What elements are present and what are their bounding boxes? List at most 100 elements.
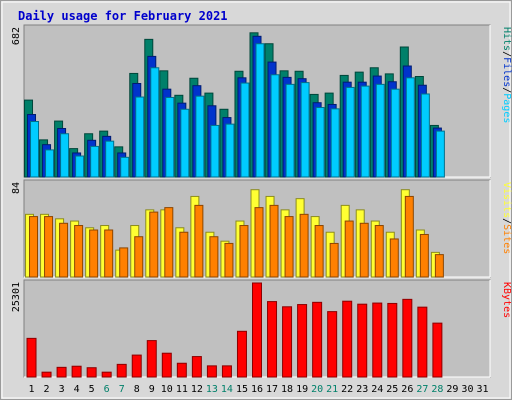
x-tick-day-3: 3 xyxy=(59,384,65,395)
x-tick-day-11: 11 xyxy=(176,384,188,395)
legend-visits: Visits xyxy=(501,182,512,218)
bar-kbytes-day-8 xyxy=(131,354,142,378)
panel-hits-files-pages: 682 Hits/Files/Pages xyxy=(11,24,512,178)
x-tick-day-15: 15 xyxy=(236,384,248,395)
x-tick-day-1: 1 xyxy=(29,384,35,395)
x-tick-day-19: 19 xyxy=(296,384,308,395)
bar-pages-day-1 xyxy=(30,121,40,178)
bar-pages-day-5 xyxy=(90,145,100,178)
bar-kbytes-day-9 xyxy=(146,340,157,378)
bar-sites-day-21 xyxy=(329,242,339,278)
x-tick-day-23: 23 xyxy=(356,384,368,395)
bar-pages-day-24 xyxy=(375,83,385,178)
bar-sites-day-2 xyxy=(44,216,54,278)
bar-kbytes-day-27 xyxy=(417,306,428,378)
bar-kbytes-day-18 xyxy=(282,306,293,378)
bar-sites-day-25 xyxy=(389,238,399,278)
bar-sites-day-9 xyxy=(149,211,159,278)
bar-sites-day-8 xyxy=(134,236,144,278)
bar-pages-day-3 xyxy=(60,133,70,178)
y-max-label: 84 xyxy=(11,182,22,194)
bar-kbytes-day-11 xyxy=(176,362,187,378)
bar-kbytes-day-12 xyxy=(191,356,202,378)
bar-sites-day-1 xyxy=(29,216,39,278)
bar-kbytes-day-17 xyxy=(267,301,278,378)
x-tick-day-25: 25 xyxy=(386,384,398,395)
bar-sites-day-24 xyxy=(374,225,384,278)
y-max-label: 682 xyxy=(11,27,22,45)
bar-pages-day-10 xyxy=(165,96,175,178)
bar-pages-day-20 xyxy=(315,107,325,178)
bar-sites-day-20 xyxy=(314,225,324,278)
bar-kbytes-day-25 xyxy=(387,302,398,378)
bar-kbytes-day-4 xyxy=(71,365,82,378)
bar-kbytes-day-6 xyxy=(101,371,112,378)
x-tick-day-14: 14 xyxy=(221,384,233,395)
legend-sites: Sites xyxy=(501,224,512,254)
bar-pages-day-27 xyxy=(420,93,430,178)
bar-pages-day-16 xyxy=(255,43,265,178)
x-tick-day-24: 24 xyxy=(371,384,383,395)
x-tick-day-16: 16 xyxy=(251,384,263,395)
bar-kbytes-day-19 xyxy=(297,304,308,378)
bar-sites-day-12 xyxy=(194,204,204,278)
bar-sites-day-18 xyxy=(284,216,294,278)
bar-pages-day-4 xyxy=(75,155,85,178)
x-tick-day-9: 9 xyxy=(149,384,155,395)
bar-pages-day-17 xyxy=(270,74,280,178)
bar-kbytes-day-23 xyxy=(357,303,368,378)
legend-pages: Pages xyxy=(501,93,512,123)
bar-pages-day-23 xyxy=(360,85,370,178)
bar-kbytes-day-20 xyxy=(312,301,323,378)
bar-sites-day-19 xyxy=(299,213,309,278)
bar-pages-day-9 xyxy=(150,67,160,178)
bar-sites-day-7 xyxy=(119,247,129,278)
bar-pages-day-26 xyxy=(405,77,415,178)
bar-kbytes-day-24 xyxy=(372,302,383,378)
panel-legend-label: KBytes xyxy=(501,282,512,318)
bar-kbytes-day-2 xyxy=(41,371,52,378)
bar-kbytes-day-1 xyxy=(26,337,37,378)
bar-sites-day-5 xyxy=(89,229,99,278)
bar-pages-day-22 xyxy=(345,86,355,178)
bar-sites-day-14 xyxy=(224,242,234,278)
bar-pages-day-21 xyxy=(330,108,340,178)
x-tick-day-22: 22 xyxy=(341,384,353,395)
bar-sites-day-13 xyxy=(209,236,219,278)
bar-pages-day-19 xyxy=(300,82,310,178)
x-tick-day-7: 7 xyxy=(119,384,125,395)
bar-sites-day-27 xyxy=(419,233,429,278)
bar-pages-day-8 xyxy=(135,96,145,178)
x-tick-day-18: 18 xyxy=(281,384,293,395)
bar-sites-day-22 xyxy=(344,220,354,278)
x-tick-day-6: 6 xyxy=(104,384,110,395)
bar-kbytes-day-13 xyxy=(206,365,217,378)
x-tick-day-2: 2 xyxy=(44,384,50,395)
bar-sites-day-3 xyxy=(59,222,69,278)
bar-kbytes-day-15 xyxy=(236,330,247,378)
bar-kbytes-day-21 xyxy=(327,311,338,378)
legend-separator: / xyxy=(501,218,512,224)
x-tick-day-21: 21 xyxy=(326,384,338,395)
bar-pages-day-11 xyxy=(180,108,190,178)
x-tick-day-5: 5 xyxy=(89,384,95,395)
bar-pages-day-12 xyxy=(195,95,205,178)
bar-sites-day-15 xyxy=(239,225,249,278)
bar-kbytes-day-26 xyxy=(402,298,413,378)
x-tick-day-17: 17 xyxy=(266,384,278,395)
bar-pages-day-13 xyxy=(210,124,220,178)
x-tick-day-26: 26 xyxy=(401,384,413,395)
bar-sites-day-23 xyxy=(359,222,369,278)
x-tick-day-4: 4 xyxy=(74,384,80,395)
bar-sites-day-6 xyxy=(104,229,114,278)
bar-kbytes-day-28 xyxy=(432,322,443,378)
bar-kbytes-day-16 xyxy=(252,282,262,378)
chart-title: Daily usage for February 2021 xyxy=(18,9,228,23)
bar-pages-day-25 xyxy=(390,88,400,178)
x-tick-day-28: 28 xyxy=(431,384,443,395)
legend-separator: / xyxy=(501,87,512,93)
legend-kbytes: KBytes xyxy=(501,282,512,318)
bar-pages-day-18 xyxy=(285,83,295,178)
x-axis-day-labels: 1 2 3 4 5 6 7 8 9 10 11 12 13 14 15 16 17 18 19 20 21 22 23 24 2… xyxy=(29,384,489,395)
bar-kbytes-day-7 xyxy=(116,363,127,378)
